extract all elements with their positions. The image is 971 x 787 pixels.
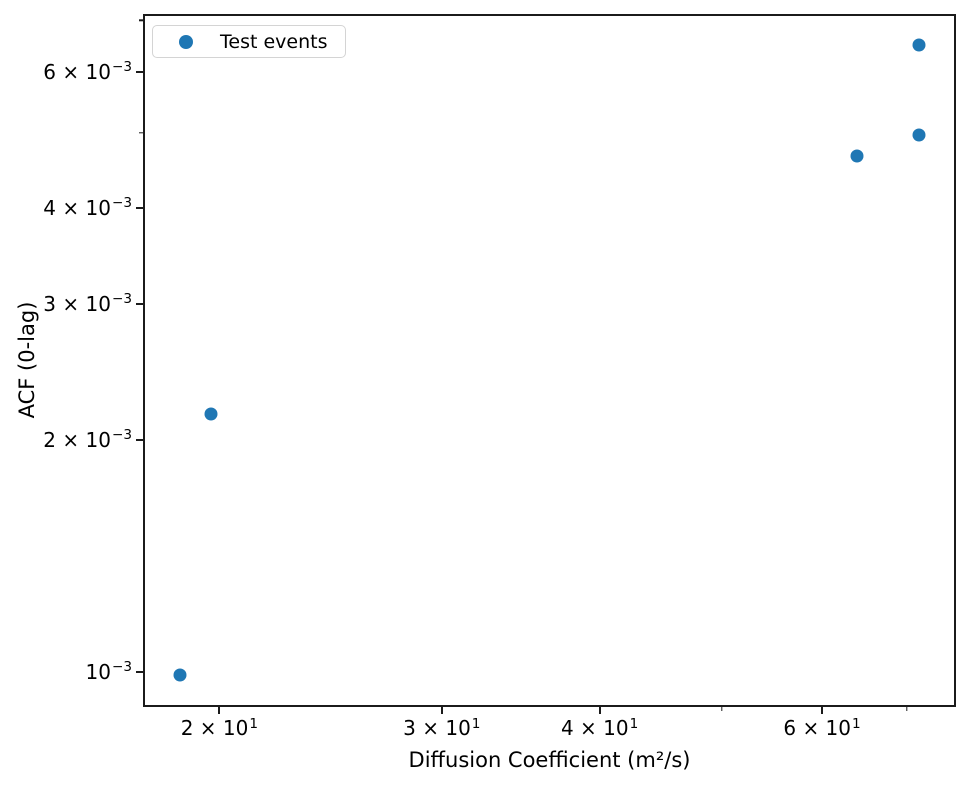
y-tick-label: 3 × 10−3 xyxy=(43,291,132,316)
x-tick xyxy=(821,707,824,714)
x-tick-label: 2 × 101 xyxy=(180,715,259,740)
y-tick xyxy=(136,206,143,209)
legend-marker-dot xyxy=(179,34,193,49)
data-point[interactable] xyxy=(204,407,218,421)
x-tick xyxy=(598,707,601,714)
y-tick xyxy=(136,70,143,73)
x-tick-label: 6 × 101 xyxy=(783,715,861,740)
data-point[interactable] xyxy=(912,38,926,52)
y-axis-label: ACF (0-lag) xyxy=(15,301,39,419)
x-minor-tick xyxy=(905,707,908,711)
legend[interactable]: Test events xyxy=(152,25,347,58)
y-tick-label: 6 × 10−3 xyxy=(43,59,132,84)
y-tick-label: 10−3 xyxy=(85,659,133,684)
x-axis-label: Diffusion Coefficient (m²/s) xyxy=(408,748,691,772)
x-tick xyxy=(440,707,443,714)
y-tick-label: 2 × 10−3 xyxy=(43,427,132,452)
x-tick-label: 4 × 101 xyxy=(560,715,639,740)
y-tick xyxy=(136,302,143,305)
y-tick xyxy=(136,670,143,673)
y-tick xyxy=(136,438,143,441)
y-tick-label: 4 × 10−3 xyxy=(43,195,132,220)
data-point[interactable] xyxy=(173,668,187,682)
y-minor-tick xyxy=(139,132,143,134)
x-tick xyxy=(218,707,221,714)
x-minor-tick xyxy=(721,707,723,711)
plot-area: Test events xyxy=(136,14,956,714)
data-point[interactable] xyxy=(912,128,926,142)
y-minor-tick xyxy=(139,19,143,21)
data-point[interactable] xyxy=(850,149,864,163)
x-tick-label: 3 × 101 xyxy=(403,715,481,740)
legend-label: Test events xyxy=(220,30,328,53)
